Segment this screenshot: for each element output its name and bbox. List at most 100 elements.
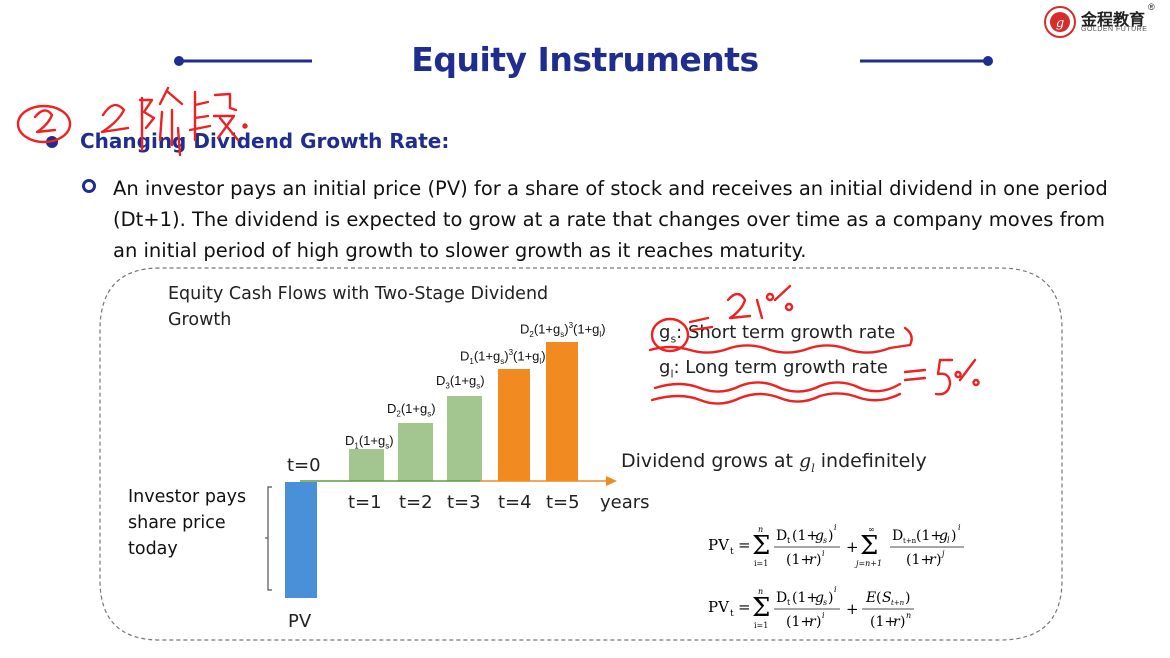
svg-text:i: i [834,585,837,594]
svg-text:(1+: (1+ [792,590,818,606]
svg-text:S: S [882,590,892,606]
formula-1: PV t = Σ n i=1 D t (1+ g s ) i (1+ r ) i… [708,518,988,578]
body-paragraph: An investor pays an initial price (PV) f… [113,177,1108,262]
svg-text:+: + [846,600,859,618]
bar-t1 [349,449,384,481]
svg-text:): ) [828,590,833,606]
page-title: Equity Instruments [411,40,759,79]
svg-text:n: n [758,587,763,596]
bar-pv [285,482,317,598]
svg-text:t: t [730,547,734,557]
svg-text:r: r [893,614,901,630]
label-t0: t=0 [287,455,321,476]
svg-text:=: = [738,536,751,554]
svg-text:PV: PV [708,536,730,554]
svg-text:D: D [892,528,903,544]
logo-registered: ® [1148,2,1155,12]
svg-text:t: t [787,598,791,607]
svg-text:PV: PV [708,598,730,616]
logo-text: 金程教育 [1081,12,1146,29]
svg-text:i=1: i=1 [754,621,768,630]
svg-text:t+n: t+n [903,537,917,545]
chart-title: Equity Cash Flows with Two-Stage Dividen… [168,284,549,330]
bar-t3 [447,396,482,481]
logo: g [1044,6,1076,43]
label-t3: t=3 [447,492,481,513]
bar-t5 [546,342,578,481]
svg-text:): ) [951,528,956,544]
svg-text:(1+: (1+ [786,614,812,630]
formula-2-graphic: PV t = Σ n i=1 D t (1+ g s ) i (1+ r ) i… [708,585,914,630]
svg-text:g: g [815,590,824,606]
title-left-line [174,56,312,66]
bar-t4 [498,369,530,481]
legend-gl: gl: Long term growth rate [659,357,888,381]
label-years: years [600,492,650,513]
bar-label-t3: D3(1+gs) [436,373,485,391]
bar-label-t5: D2(1+gs)3(1+gl) [520,321,606,339]
svg-text:): ) [900,614,905,630]
svg-text:r: r [929,552,937,568]
sub-bullet-ring [82,179,96,193]
svg-text:(1+: (1+ [916,528,942,544]
logo-seal-icon: g [1044,6,1076,38]
bar-t2 [398,423,433,481]
svg-text:g: g [815,528,824,544]
svg-text:t+n: t+n [891,599,905,607]
svg-text:g: g [1056,16,1064,31]
svg-text:i: i [822,549,825,558]
svg-text:=: = [738,598,751,616]
svg-text:s: s [823,536,827,545]
svg-text:t: t [787,536,791,545]
label-t2: t=2 [399,492,433,513]
svg-text:E: E [865,590,876,606]
svg-text:l: l [947,536,950,545]
svg-text:Σ: Σ [860,531,878,561]
formula-1-graphic: PV t = Σ n i=1 D t (1+ g s ) i (1+ r ) i… [708,523,964,568]
svg-text:g: g [939,528,948,544]
svg-text:D: D [776,590,787,606]
svg-text:∞: ∞ [868,525,875,534]
svg-text:n: n [758,525,763,534]
svg-text:(1+: (1+ [870,614,896,630]
svg-text:i: i [822,611,825,620]
label-t1: t=1 [348,492,382,513]
logo-subtext: GOLDEN FUTURE [1081,26,1148,33]
svg-text:): ) [816,614,821,630]
formula-2: PV t = Σ n i=1 D t (1+ g s ) i (1+ r ) i… [708,582,948,643]
label-t4: t=4 [498,492,532,513]
svg-text:j=n+1: j=n+1 [854,559,882,568]
svg-text:(: ( [876,590,881,606]
svg-text:+: + [846,538,859,556]
svg-text:): ) [816,552,821,568]
bar-label-t1: D1(1+gs) [345,433,394,451]
bar-label-t4: D1(1+gs)3(1+gl) [460,348,546,366]
svg-text:(1+: (1+ [786,552,812,568]
label-t5: t=5 [546,492,580,513]
bar-label-t2: D2(1+gs) [387,401,436,419]
svg-text:(1+: (1+ [906,552,932,568]
svg-text:r: r [809,552,817,568]
label-grows: Dividend grows at gl indefinitely [621,450,927,475]
svg-text:s: s [823,598,827,607]
investor-label: Investor pays share price today [128,487,247,559]
svg-text:t: t [730,609,734,619]
svg-text:): ) [936,552,941,568]
svg-text:i: i [958,523,961,532]
title-right-line [860,56,993,66]
svg-text:r: r [809,614,817,630]
timeline-arrowhead [606,476,617,486]
svg-text:j: j [940,549,945,558]
svg-text:): ) [828,528,833,544]
svg-text:Σ: Σ [752,593,770,623]
svg-text:D: D [776,528,787,544]
svg-text:i: i [834,523,837,532]
svg-text:(1+: (1+ [792,528,818,544]
svg-text:): ) [905,590,910,606]
svg-text:n: n [906,611,911,620]
label-pv: PV [288,611,312,632]
svg-text:Σ: Σ [752,531,770,561]
